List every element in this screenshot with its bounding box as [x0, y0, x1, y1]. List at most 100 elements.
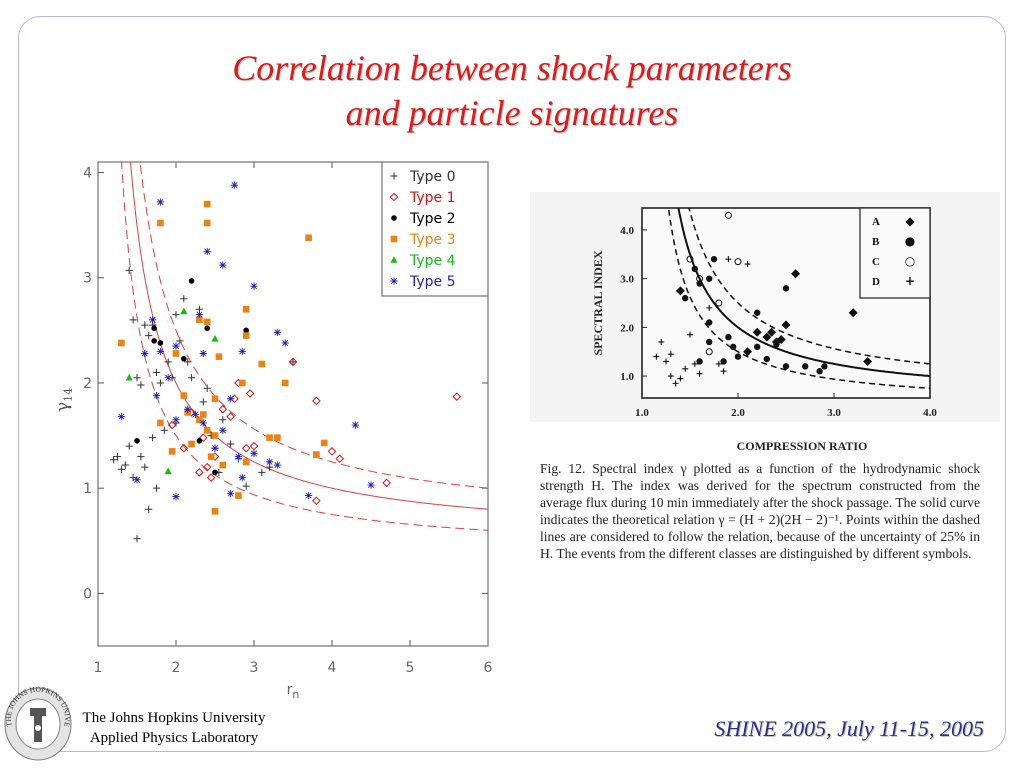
data-point: [172, 492, 180, 501]
scan-point-d: [706, 304, 713, 311]
scan-point-d: [682, 365, 689, 372]
data-point: [196, 316, 203, 324]
data-point: [258, 360, 266, 368]
scan-point-d: [658, 338, 665, 345]
series-type-2: [134, 278, 249, 476]
x-tick-label: 2: [172, 660, 181, 676]
scan-point-b: [816, 368, 823, 375]
curves: [121, 162, 488, 531]
solid-curve: [130, 162, 488, 510]
data-point: [202, 462, 212, 472]
scan-legend-label: B: [872, 236, 880, 248]
scan-point-b: [802, 363, 809, 370]
data-point: [191, 410, 200, 419]
data-point: [238, 347, 246, 355]
data-point: [273, 328, 281, 337]
x-tick-label: 3: [250, 660, 259, 676]
scan-point-a: [863, 356, 873, 366]
scan-point-d: [744, 261, 751, 268]
data-point: [313, 451, 320, 458]
dashed-curve: [121, 162, 488, 531]
data-point: [157, 340, 164, 346]
scan-legend: A ◆ B ● C ○ D +: [859, 207, 931, 299]
scan-points: [653, 211, 873, 387]
data-point: [199, 419, 207, 427]
scan-point-d: [663, 358, 669, 365]
legend-box: [381, 161, 489, 297]
data-point: [117, 413, 125, 421]
scan-point-b: [821, 363, 828, 370]
data-point: [110, 456, 118, 464]
data-point: [141, 321, 149, 329]
data-point: [249, 441, 259, 451]
data-point: [207, 453, 215, 460]
data-point: [367, 481, 375, 489]
data-point: [172, 342, 180, 350]
data-point: [203, 427, 211, 434]
data-point: [180, 392, 188, 399]
data-point: [137, 381, 145, 389]
data-point: [156, 198, 164, 206]
data-point: [152, 391, 161, 400]
data-point: [156, 379, 164, 387]
scan-point-d: [687, 331, 693, 338]
scan-point-b: [706, 319, 713, 326]
data-point: [113, 453, 122, 461]
scan-point-b: [763, 355, 770, 363]
scan-legend-label: C: [872, 256, 880, 268]
data-point: [196, 438, 203, 444]
axis-ticks: 1 2 3 4 5 6 0 1 2 3 4: [83, 162, 493, 676]
data-point: [188, 278, 195, 284]
scan-legend-symbol: ●: [905, 234, 915, 248]
data-point: [203, 247, 211, 256]
data-point: [167, 420, 177, 430]
legend-label: Type 4: [409, 253, 456, 269]
x-tick-label: 4: [328, 660, 337, 676]
scan-point-b: [754, 343, 761, 351]
scan-point-c: [686, 255, 694, 263]
legend: Type 0 Type 1 Type 2 Type 3 Type 4 Type 5: [381, 161, 489, 297]
data-point: [199, 398, 207, 406]
data-point: [134, 438, 140, 444]
data-point: [320, 439, 328, 447]
data-point: [195, 468, 204, 477]
scan-point-d: [667, 351, 674, 358]
data-point: [258, 468, 266, 476]
data-point: [219, 416, 227, 424]
scan-point-b: [773, 341, 780, 348]
data-point: [211, 508, 219, 515]
legend-label: Type 5: [409, 274, 456, 290]
data-point: [242, 482, 250, 490]
data-point: [203, 384, 211, 392]
data-point: [152, 368, 161, 377]
data-point: [226, 412, 235, 421]
figure-caption: Fig. 12. Spectral index γ plotted as a f…: [540, 461, 980, 561]
scan-point-d: [720, 368, 727, 375]
data-point: [211, 395, 219, 403]
data-point: [125, 266, 133, 274]
legend-marker: [389, 192, 399, 202]
data-point: [212, 469, 218, 476]
series-type-5: [117, 181, 375, 501]
scan-point-b: [734, 353, 742, 360]
data-point: [149, 316, 157, 324]
data-point: [273, 461, 281, 469]
data-point: [133, 535, 141, 543]
data-point: [172, 310, 180, 319]
data-point: [152, 484, 161, 492]
data-point: [227, 489, 235, 498]
data-point: [176, 337, 184, 345]
legend-marker: [390, 256, 398, 263]
data-point: [219, 261, 227, 269]
jhu-apl-logo: THE JOHNS HOPKINS UNIVERSITY: [2, 682, 72, 761]
data-point: [203, 318, 211, 326]
data-point: [181, 355, 187, 362]
scan-point-b: [710, 255, 718, 263]
data-point: [281, 379, 289, 387]
scan-point-b: [782, 285, 790, 292]
scan-dashed-curve: [667, 208, 930, 390]
x-tick-label: 1: [94, 660, 103, 676]
data-point: [117, 465, 125, 473]
scan-point-b: [782, 363, 790, 370]
scan-legend-box: [859, 207, 931, 299]
